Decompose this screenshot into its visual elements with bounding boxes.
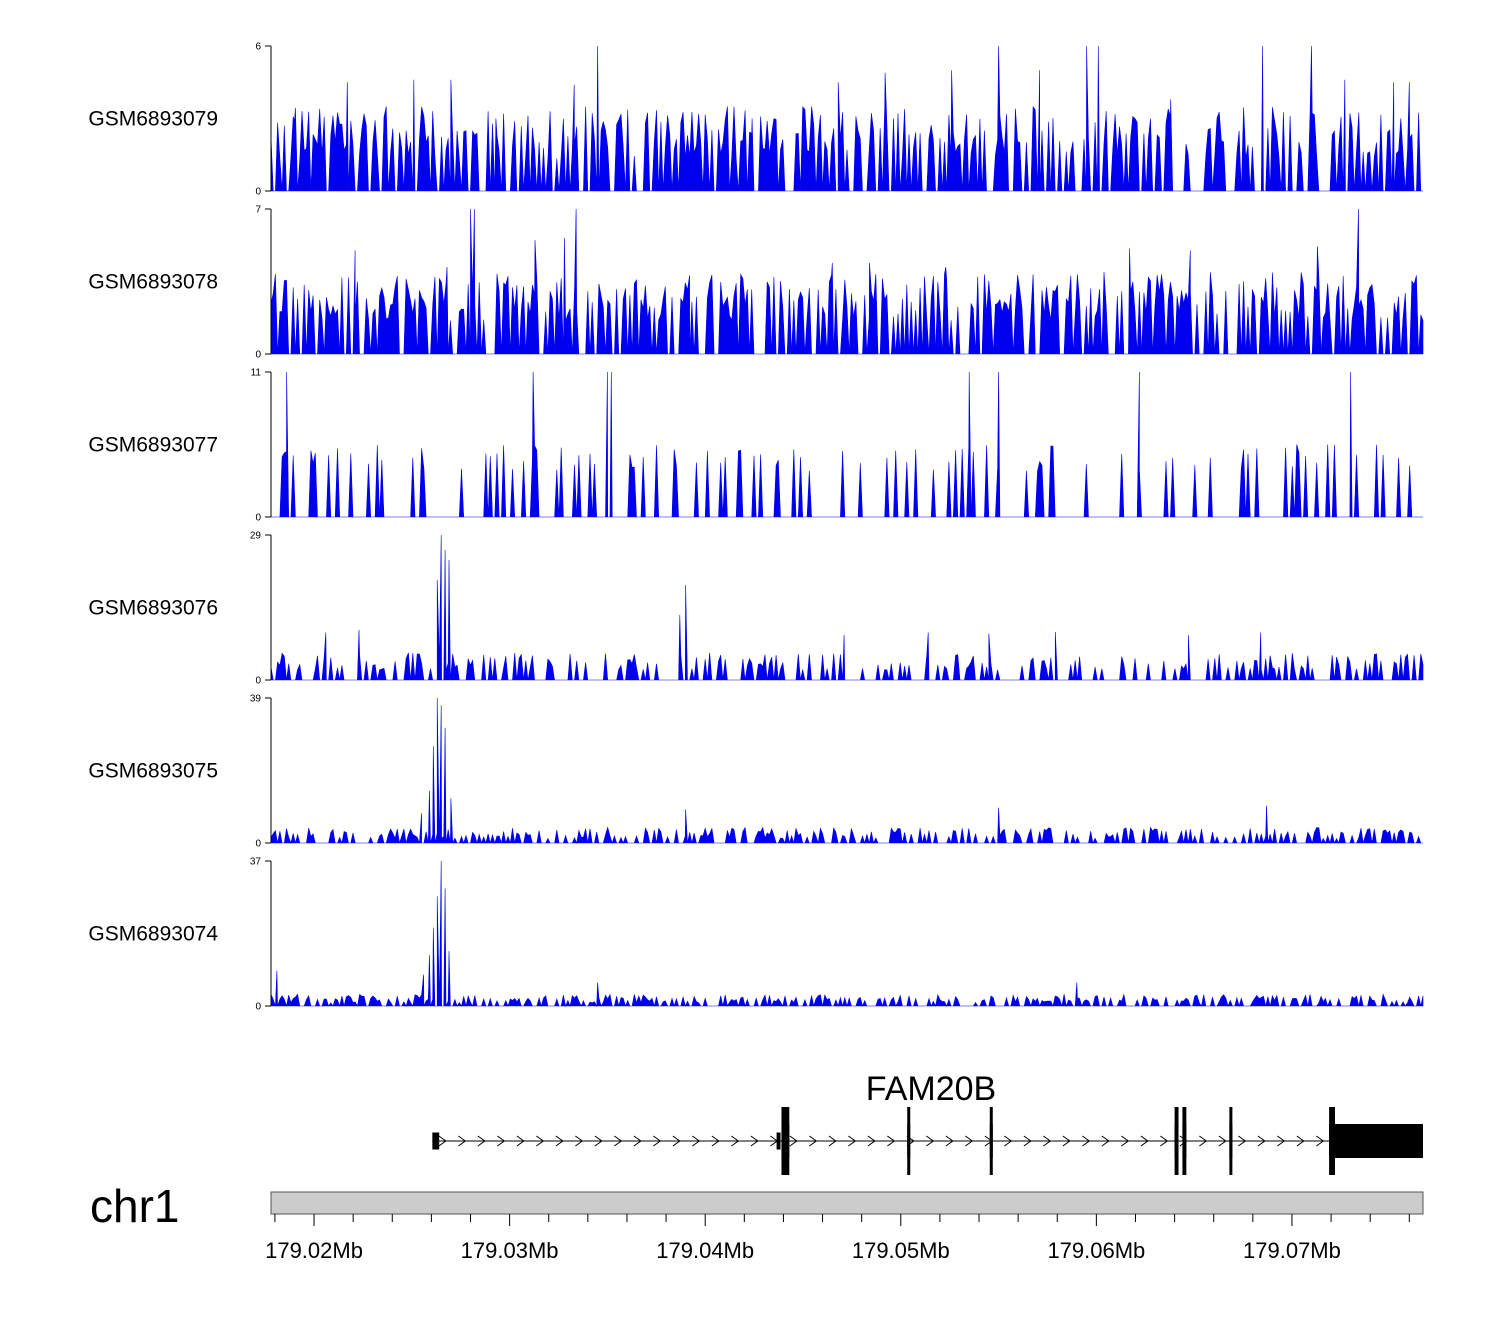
strand-arrow-icon xyxy=(536,1135,545,1147)
genome-tick-label: 179.02Mb xyxy=(265,1238,363,1263)
strand-arrow-icon xyxy=(1179,1135,1188,1147)
gene-exon-cds xyxy=(1229,1107,1233,1175)
strand-arrow-icon xyxy=(614,1135,623,1147)
track-label: GSM6893078 xyxy=(88,271,218,294)
y-axis-tick-label: 0 xyxy=(255,513,261,524)
genome-axis: chr1 179.02Mb 179.03Mb 179.04Mb 179.05Mb 179… xyxy=(90,1180,1424,1263)
strand-arrow-icon xyxy=(555,1135,564,1147)
chromosome-ideogram xyxy=(270,1191,1424,1215)
gene-exon xyxy=(1334,1124,1423,1158)
gene-name-label: FAM20B xyxy=(866,1070,996,1108)
track-GSM6893077: GSM6893077 11 0 xyxy=(88,368,1423,524)
strand-arrow-icon xyxy=(672,1135,681,1147)
coverage-area xyxy=(270,534,1424,681)
strand-arrow-icon xyxy=(1199,1135,1208,1147)
strand-arrow-icon xyxy=(497,1135,506,1147)
strand-arrow-icon xyxy=(848,1135,857,1147)
strand-arrow-icon xyxy=(1101,1135,1110,1147)
gene-exon-cds xyxy=(1182,1107,1187,1175)
strand-arrow-icon xyxy=(887,1135,896,1147)
genome-tick-label: 179.04Mb xyxy=(656,1238,754,1263)
track-label: GSM6893077 xyxy=(88,434,218,457)
y-axis-tick-label: 0 xyxy=(255,676,261,687)
genome-tick-label: 179.07Mb xyxy=(1243,1238,1341,1263)
track-label: GSM6893074 xyxy=(88,923,218,946)
strand-arrow-icon xyxy=(750,1135,759,1147)
strand-arrow-icon xyxy=(458,1135,467,1147)
strand-arrow-icon xyxy=(789,1135,798,1147)
y-axis-tick-label: 0 xyxy=(255,839,261,850)
gene-exon-cds xyxy=(781,1107,790,1175)
strand-arrow-icon xyxy=(867,1135,876,1147)
y-axis-tick-label: 0 xyxy=(255,1002,261,1013)
strand-arrow-icon xyxy=(1296,1135,1305,1147)
strand-arrow-icon xyxy=(945,1135,954,1147)
strand-arrow-icon xyxy=(653,1135,662,1147)
y-axis-tick-label: 0 xyxy=(255,350,261,361)
strand-arrow-icon xyxy=(633,1135,642,1147)
strand-arrow-icon xyxy=(1121,1135,1130,1147)
strand-arrow-icon xyxy=(1238,1135,1247,1147)
strand-arrow-icon xyxy=(1218,1135,1227,1147)
strand-arrow-icon xyxy=(516,1135,525,1147)
track-GSM6893076: GSM6893076 29 0 xyxy=(88,531,1424,687)
gene-exon-cds xyxy=(907,1107,911,1175)
y-axis-tick-label: 6 xyxy=(255,42,261,53)
strand-arrow-icon xyxy=(1140,1135,1149,1147)
strand-arrow-icon xyxy=(1023,1135,1032,1147)
y-axis-tick-label: 39 xyxy=(250,694,262,705)
track-GSM6893078: GSM6893078 7 0 xyxy=(88,205,1424,361)
gene-exon-cds xyxy=(1174,1107,1179,1175)
y-axis-tick-label: 11 xyxy=(251,368,262,379)
coverage-area xyxy=(271,371,1423,518)
strand-arrow-icon xyxy=(731,1135,740,1147)
coverage-tracks: GSM689307960GSM689307870GSM6893077110GSM… xyxy=(88,42,1424,1013)
y-axis-tick-label: 29 xyxy=(250,531,262,542)
strand-arrow-icon xyxy=(711,1135,720,1147)
gene-exon xyxy=(776,1132,781,1150)
coverage-area xyxy=(270,45,1423,192)
strand-arrow-icon xyxy=(594,1135,603,1147)
strand-arrow-icon xyxy=(965,1135,974,1147)
track-label: GSM6893079 xyxy=(88,108,218,131)
track-GSM6893079: GSM6893079 6 0 xyxy=(88,42,1423,198)
strand-arrow-icon xyxy=(1082,1135,1091,1147)
strand-arrow-icon xyxy=(1277,1135,1286,1147)
track-GSM6893075: GSM6893075 39 0 xyxy=(88,694,1423,850)
genome-tick-label: 179.06Mb xyxy=(1047,1238,1145,1263)
genome-tick-label: 179.03Mb xyxy=(461,1238,559,1263)
y-axis-tick-label: 0 xyxy=(255,187,261,198)
gene-exon-cds xyxy=(1329,1107,1335,1175)
chromosome-label: chr1 xyxy=(90,1180,179,1232)
y-axis-tick-label: 37 xyxy=(250,857,262,868)
y-axis-tick-label: 7 xyxy=(255,205,261,216)
strand-arrow-icon xyxy=(809,1135,818,1147)
gene-model-track: FAM20B xyxy=(432,1070,1423,1175)
strand-arrow-icon xyxy=(575,1135,584,1147)
strand-arrow-icon xyxy=(1004,1135,1013,1147)
track-label: GSM6893075 xyxy=(88,760,218,783)
genome-tick-label: 179.05Mb xyxy=(852,1238,950,1263)
track-GSM6893074: GSM6893074 37 0 xyxy=(88,857,1424,1013)
coverage-area xyxy=(270,697,1423,845)
strand-arrow-icon xyxy=(438,1135,447,1147)
strand-arrow-icon xyxy=(1160,1135,1169,1147)
strand-arrow-icon xyxy=(1257,1135,1266,1147)
strand-arrow-icon xyxy=(1316,1135,1325,1147)
strand-arrow-icon xyxy=(477,1135,486,1147)
coverage-area xyxy=(270,860,1424,1008)
gene-exon-cds xyxy=(989,1107,993,1175)
coverage-area xyxy=(270,208,1424,355)
gene-exon xyxy=(432,1132,440,1150)
track-label: GSM6893076 xyxy=(88,597,218,620)
strand-arrow-icon xyxy=(692,1135,701,1147)
strand-arrow-icon xyxy=(926,1135,935,1147)
strand-arrow-icon xyxy=(1062,1135,1071,1147)
strand-arrow-icon xyxy=(1043,1135,1052,1147)
strand-arrow-icon xyxy=(828,1135,837,1147)
